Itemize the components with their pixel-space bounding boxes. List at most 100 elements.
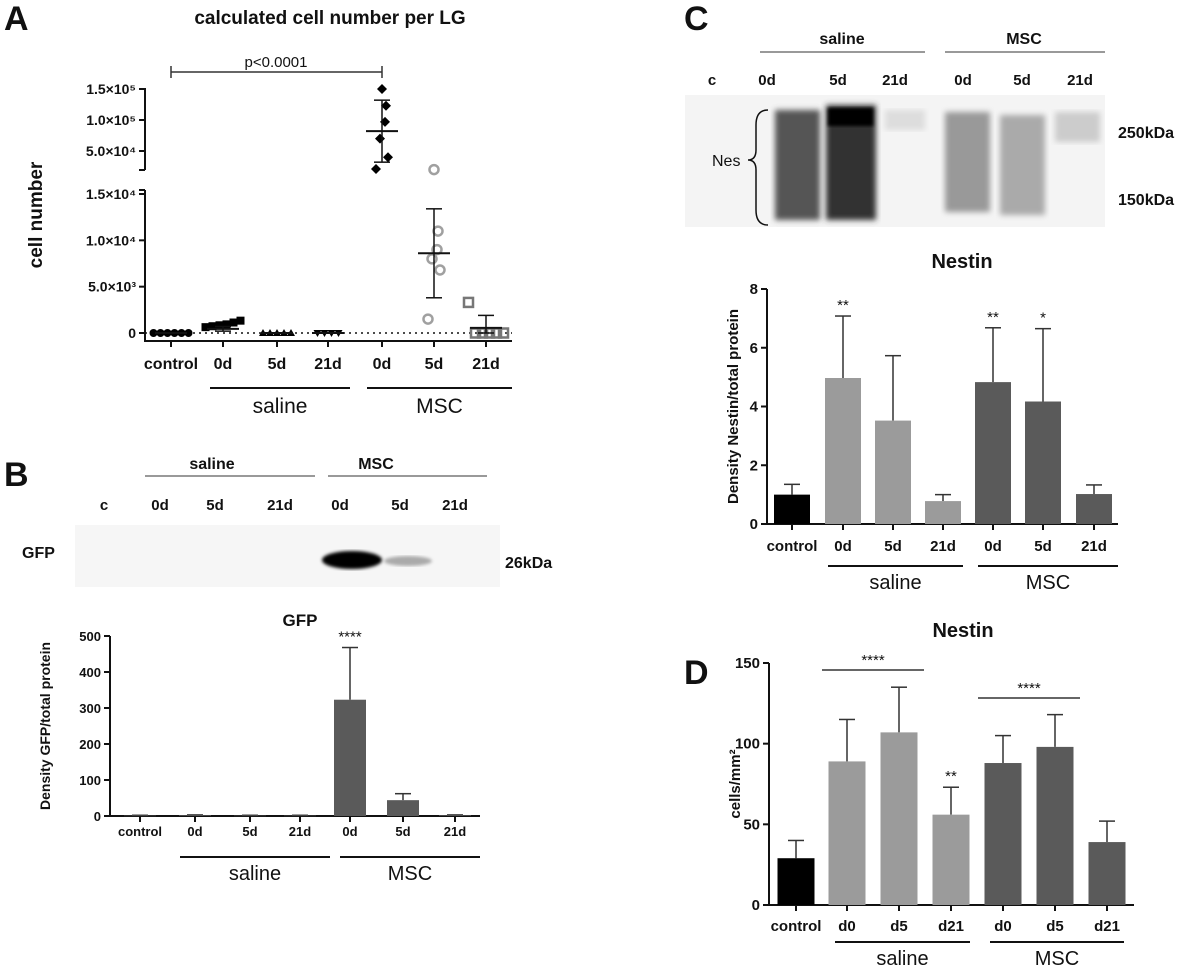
bar	[124, 815, 156, 817]
bar	[825, 378, 861, 524]
bar	[1076, 494, 1112, 524]
blot-b-row-label: GFP	[22, 545, 55, 562]
data-point	[222, 320, 231, 329]
y-tick-label: 1.5×10⁵	[86, 81, 136, 97]
x-tick-label: 5d	[242, 824, 257, 839]
blot-lane-label: 21d	[882, 72, 908, 89]
y-tick-label: 50	[743, 816, 760, 833]
data-point	[462, 296, 475, 309]
bar	[925, 501, 961, 524]
p-value-annotation: p<0.0001	[245, 54, 308, 71]
nestin-western-blot: saline MSC c 0d 5d 21d 0d 5d 21d Nes 250kDa 15…	[685, 31, 1174, 227]
blot-b-group-saline: saline	[189, 456, 234, 473]
blot-lane-label: 21d	[267, 497, 293, 514]
data-point	[236, 316, 245, 325]
data-point	[426, 253, 438, 265]
x-tick-label: control	[118, 824, 162, 839]
panel-letter-a: A	[4, 0, 29, 38]
x-tick-label: 5d	[884, 538, 902, 555]
bar	[1088, 842, 1126, 905]
bar	[774, 494, 810, 524]
data-point	[371, 163, 381, 174]
x-tick-label: 21d	[314, 356, 342, 373]
y-tick-label: 100	[735, 736, 760, 753]
y-tick-label: 0	[750, 516, 758, 533]
blot-c-marker-250: 250kDa	[1118, 125, 1174, 142]
x-tick-label: control	[771, 918, 822, 935]
x-tick-label: 5d	[395, 824, 410, 839]
significance-label: **	[987, 309, 999, 326]
blot-b-group-msc: MSC	[358, 456, 394, 473]
x-tick-label: 21d	[1081, 538, 1107, 555]
y-tick-label: 100	[79, 773, 101, 788]
blot-c-marker-150: 150kDa	[1118, 192, 1174, 209]
data-point	[215, 321, 224, 330]
bar	[439, 815, 471, 816]
nestin-band-saline-21d	[885, 110, 925, 130]
group-label: MSC	[1026, 572, 1070, 594]
bar	[984, 763, 1022, 905]
x-tick-label: 5d	[1034, 538, 1052, 555]
blot-lane-label: 21d	[1067, 72, 1093, 89]
x-tick-label: control	[767, 538, 818, 555]
bar	[334, 699, 366, 816]
y-axis-label: Density GFP/total protein	[37, 642, 53, 810]
blot-lane-label: c	[708, 72, 716, 89]
x-tick-label: 21d	[930, 538, 956, 555]
x-tick-label: 0d	[373, 356, 392, 373]
data-point	[428, 163, 440, 176]
significance-label: **	[945, 768, 957, 785]
y-tick-label: 0	[752, 897, 760, 914]
group-label: MSC	[1035, 948, 1079, 970]
y-tick-label: 1.0×10⁴	[86, 232, 136, 248]
nestin-band-msc-21d	[1055, 112, 1100, 142]
significance-label: **	[837, 297, 849, 314]
x-tick-label: 0d	[214, 356, 233, 373]
gfp-western-blot: saline MSC c 0d 5d 21d 0d 5d 21d GFP 26kDa	[22, 456, 552, 587]
x-tick-label: 21d	[444, 824, 466, 839]
x-tick-label: 0d	[187, 824, 202, 839]
x-tick-label: 21d	[472, 356, 500, 373]
data-point	[434, 264, 446, 276]
brace-icon	[747, 109, 769, 226]
nestin-band-msc-0d	[945, 112, 990, 212]
group-label: MSC	[388, 863, 432, 885]
blot-lane-label: 5d	[391, 497, 409, 514]
data-point	[149, 329, 158, 337]
data-point	[422, 313, 434, 325]
chart-title: GFP	[283, 611, 318, 630]
bar	[975, 382, 1011, 524]
chart-c-nestin-density: Nestin 0 2 4 6 8 Density Nestin/total protein c…	[725, 251, 1118, 594]
chart-a-cell-number: calculated cell number per LG 0 5.0×10³ 1.0…	[26, 8, 512, 418]
x-tick-label: 0d	[834, 538, 852, 555]
bar	[387, 800, 419, 816]
blot-lane-label: c	[100, 497, 108, 514]
data-point	[201, 323, 210, 332]
y-tick-label: 0	[128, 325, 136, 341]
x-tick-label: d5	[890, 918, 908, 935]
blot-lane-label: 0d	[758, 72, 776, 89]
group-label: saline	[876, 948, 928, 970]
bar	[932, 814, 970, 905]
group-label: MSC	[416, 395, 463, 418]
bar	[875, 420, 911, 524]
blot-lane-label: 21d	[442, 497, 468, 514]
x-tick-label: d0	[994, 918, 1012, 935]
x-tick-label: 21d	[289, 824, 311, 839]
y-tick-label: 150	[735, 655, 760, 672]
y-tick-label: 1.0×10⁵	[86, 112, 136, 128]
bar	[234, 815, 266, 817]
bar	[777, 858, 815, 905]
x-tick-label: d5	[1046, 918, 1064, 935]
blot-b-marker: 26kDa	[505, 555, 552, 572]
bar	[828, 761, 866, 905]
chart-title: Nestin	[931, 251, 992, 273]
nestin-band-msc-5d	[1000, 115, 1045, 215]
bar	[1036, 746, 1074, 905]
y-tick-label: 5.0×10⁴	[86, 143, 136, 159]
y-tick-label: 4	[750, 399, 759, 416]
bar	[284, 815, 316, 817]
data-point	[383, 152, 393, 163]
y-tick-label: 8	[750, 281, 758, 298]
